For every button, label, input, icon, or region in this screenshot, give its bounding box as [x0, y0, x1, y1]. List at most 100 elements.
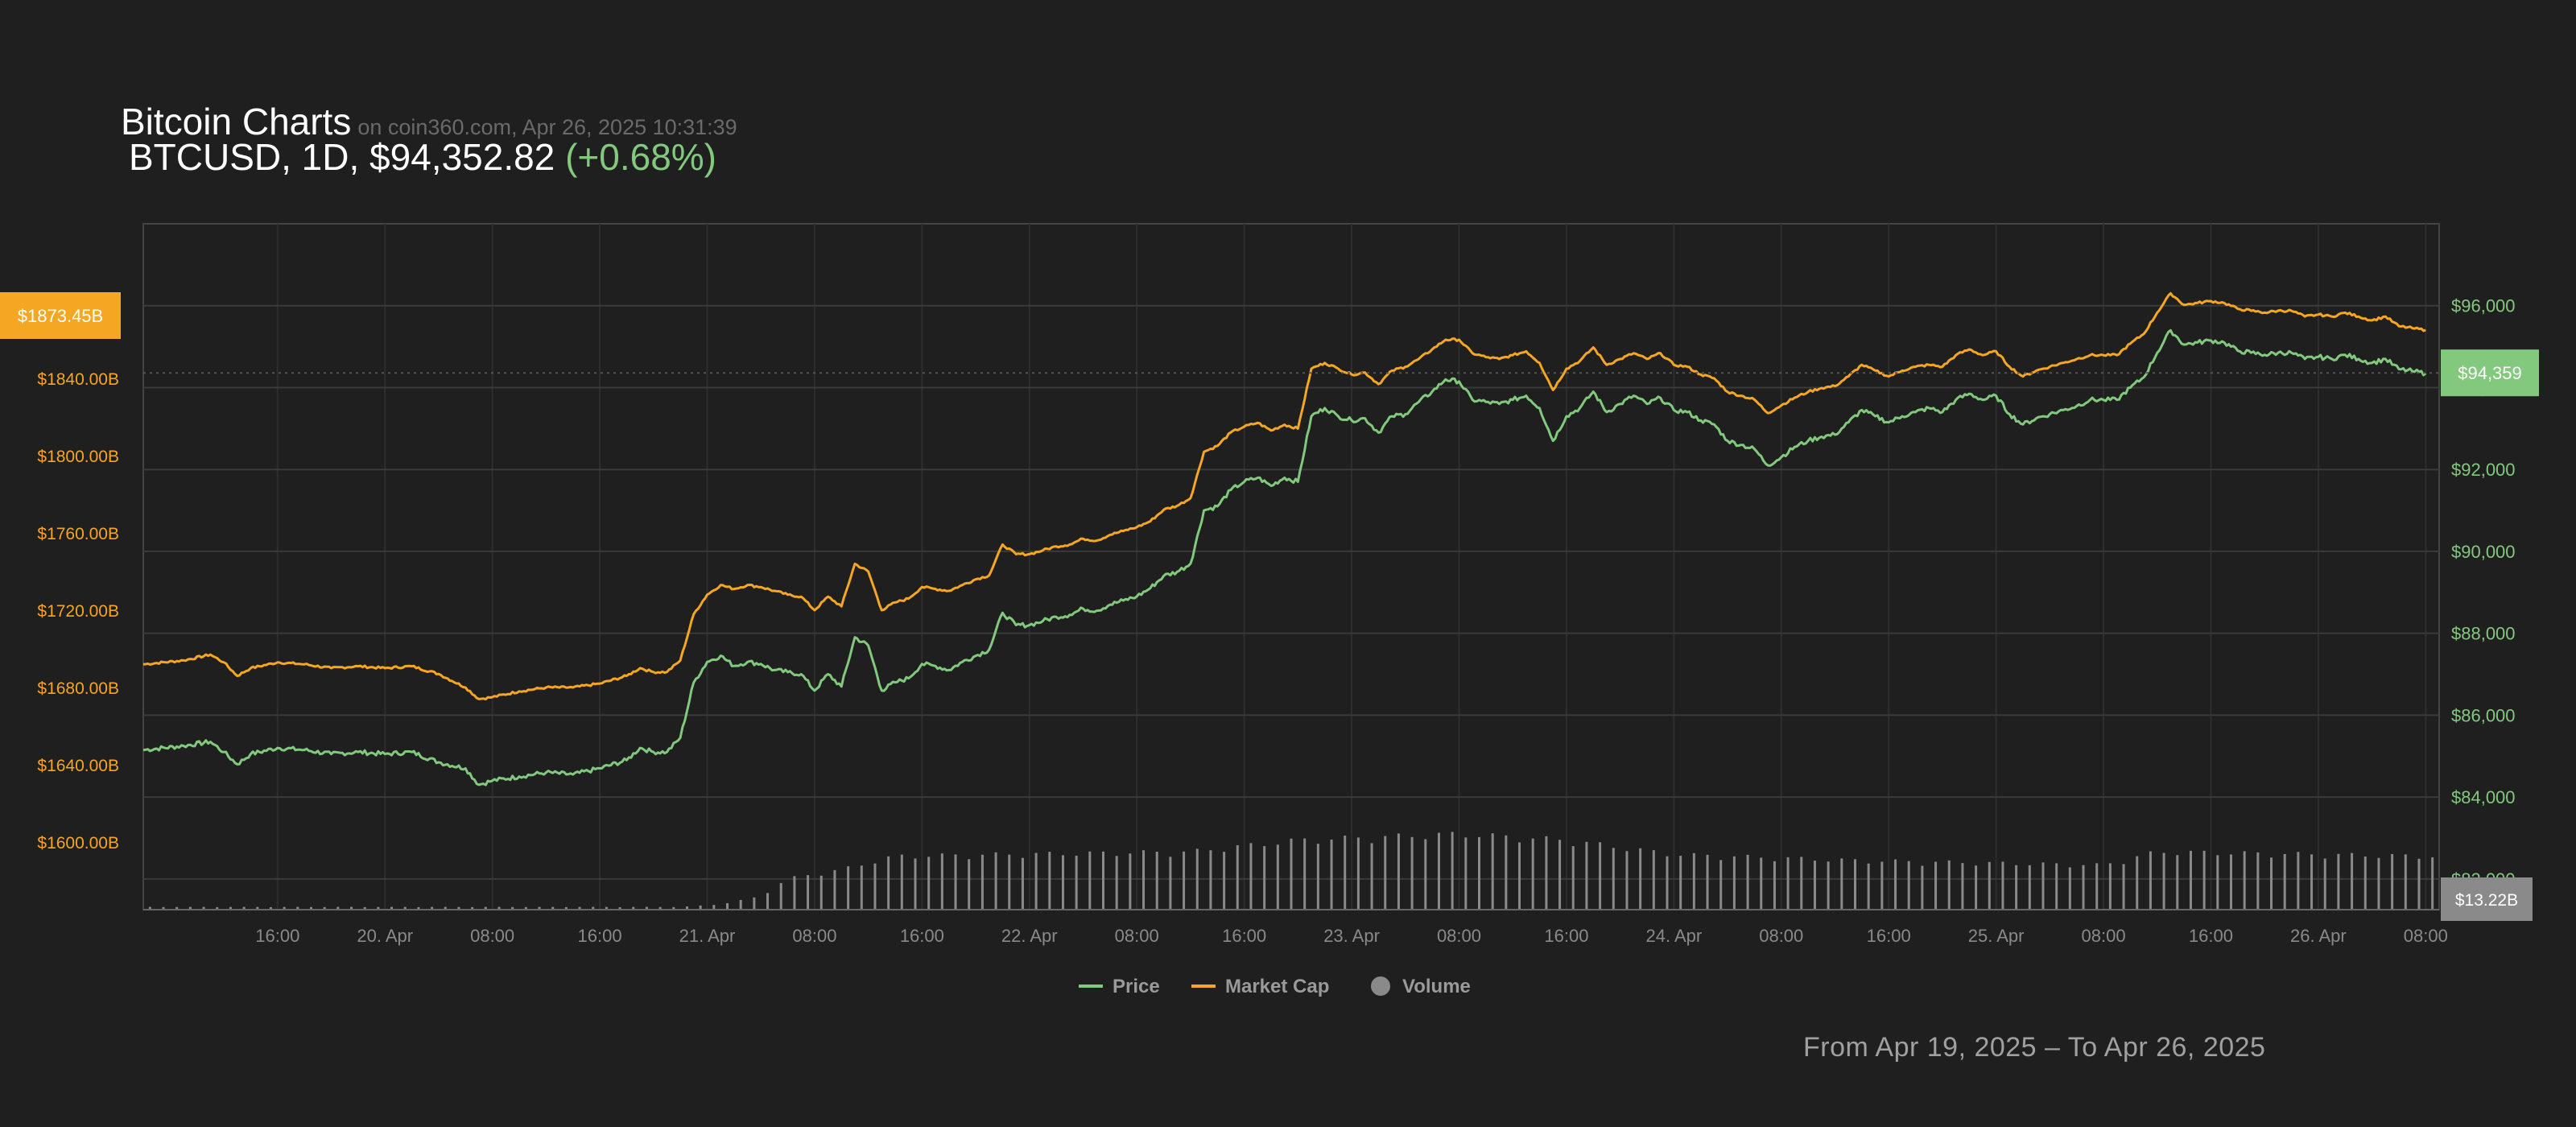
y-left-tick-label: $1720.00B: [37, 602, 119, 621]
volume-bar: [618, 906, 621, 910]
x-tick-label: 08:00: [792, 926, 836, 946]
volume-bars: [148, 832, 2434, 910]
volume-bar: [1344, 835, 1347, 910]
volume-bar: [1410, 836, 1414, 910]
volume-bar: [2363, 856, 2367, 910]
volume-bar: [1061, 855, 1064, 910]
volume-bar: [2337, 853, 2340, 910]
volume-bar: [779, 882, 782, 910]
volume-bar: [1934, 861, 1938, 910]
volume-bar: [887, 856, 890, 910]
x-tick-label: 16:00: [578, 926, 622, 946]
volume-bar: [940, 853, 943, 910]
volume-bar: [1276, 844, 1279, 910]
legend-swatch: [1371, 976, 1390, 996]
x-tick-label: 26. Apr: [2290, 926, 2347, 946]
volume-bar: [980, 854, 984, 910]
volume-bar: [1518, 842, 1521, 910]
volume-bar: [551, 906, 555, 910]
volume-bar: [1947, 860, 1951, 910]
volume-bar: [2323, 858, 2326, 910]
volume-bar: [1316, 844, 1319, 910]
x-tick-label: 16:00: [1544, 926, 1588, 946]
volume-bar: [1786, 857, 1790, 910]
volume-bar: [484, 906, 487, 910]
volume-bar: [1209, 850, 1212, 910]
volume-bar: [578, 906, 581, 910]
volume-bar: [1732, 856, 1736, 910]
volume-bar: [457, 906, 460, 910]
volume-bar: [2431, 857, 2434, 910]
x-tick-label: 20. Apr: [357, 926, 413, 946]
volume-bar: [2391, 853, 2394, 910]
volume-bar: [229, 906, 232, 910]
volume-bar: [1921, 865, 1924, 910]
volume-bar: [1195, 848, 1199, 910]
market-cap-line: [142, 291, 2426, 701]
x-tick-label: 23. Apr: [1323, 926, 1380, 946]
y-left-tick-label: $1760.00B: [37, 525, 119, 543]
volume-bar: [2108, 863, 2112, 910]
volume-bar: [283, 906, 286, 910]
volume-bar: [712, 905, 716, 910]
volume-bar: [793, 876, 796, 910]
volume-bar: [1652, 850, 1655, 910]
volume-bar: [216, 906, 219, 910]
volume-bar: [592, 906, 595, 910]
x-tick-label: 22. Apr: [1001, 926, 1058, 946]
volume-bar: [1558, 840, 1562, 910]
volume-bar: [538, 906, 541, 910]
legend-label: Price: [1113, 976, 1160, 997]
volume-bar: [658, 906, 662, 910]
current-price-badge: [2441, 349, 2539, 397]
volume-bar: [833, 869, 836, 910]
chart-legend: Price Market Cap Volume: [1079, 976, 1471, 997]
x-tick-label: 16:00: [255, 926, 299, 946]
volume-bar: [256, 906, 259, 910]
volume-bar: [1666, 856, 1669, 910]
volume-bar: [968, 859, 971, 910]
x-tick-label: 24. Apr: [1645, 926, 1702, 946]
volume-bar: [2015, 865, 2018, 910]
volume-bar: [672, 906, 675, 910]
volume-bar: [2270, 857, 2273, 910]
volume-bar: [2202, 850, 2206, 910]
volume-bar: [403, 906, 407, 910]
volume-bar: [2149, 851, 2152, 910]
volume-bar: [1706, 854, 1709, 910]
y-right-tick-label: $92,000: [2451, 460, 2516, 480]
volume-bar: [1477, 836, 1480, 910]
volume-bar: [1397, 833, 1400, 910]
volume-bar: [2297, 852, 2300, 910]
volume-bar: [2404, 854, 2407, 910]
volume-bar: [296, 906, 299, 910]
volume-bar: [2082, 865, 2085, 910]
volume-bar: [242, 906, 246, 910]
chart-title: Bitcoin Charts: [121, 101, 352, 142]
volume-bar: [766, 893, 770, 910]
volume-bar: [753, 897, 756, 910]
y-right-tick-label: $96,000: [2451, 296, 2516, 316]
axis-labels: 16:00 20. Apr 08:00 16:00 21. Apr 08:00 16:00 2…: [0, 292, 2539, 946]
volume-bar: [1975, 865, 1978, 910]
current-market-cap-label: $1873.45B: [18, 306, 103, 326]
y-right-tick-label: $84,000: [2451, 787, 2516, 807]
volume-bar: [1223, 852, 1226, 910]
volume-bar: [2136, 856, 2139, 910]
volume-bar: [2041, 862, 2045, 910]
chart-subtitle: BTCUSD, 1D, $94,352.82 (+0.68%): [129, 135, 716, 179]
volume-bar: [1075, 855, 1078, 910]
volume-bar: [2122, 864, 2125, 910]
volume-bar: [1290, 838, 1293, 910]
volume-bar: [1236, 845, 1239, 910]
x-tick-label: 08:00: [1759, 926, 1803, 946]
x-tick-label: 25. Apr: [1968, 926, 2025, 946]
volume-bar: [390, 906, 394, 910]
volume-bar: [2176, 855, 2179, 910]
volume-bar: [511, 906, 514, 910]
volume-bar: [1021, 857, 1024, 910]
volume-bar: [1491, 833, 1494, 910]
current-price-label: $94,359: [2458, 363, 2522, 383]
plot-frame: [142, 223, 2440, 910]
